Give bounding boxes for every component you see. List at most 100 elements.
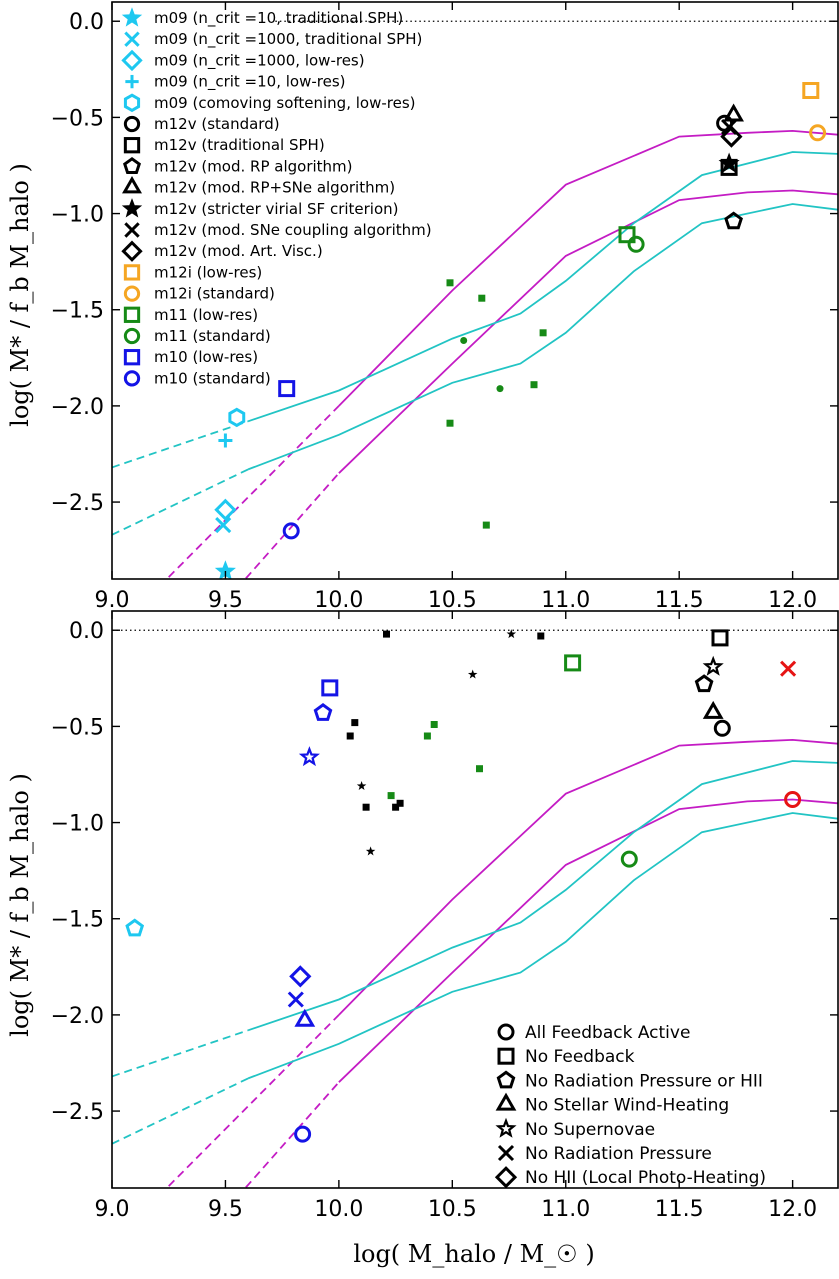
top-legend-label: m09 (n_crit =1000, traditional SPH) — [154, 30, 422, 49]
top-data-point-13 — [802, 82, 820, 99]
top-data-point-2 — [215, 517, 232, 534]
bottom-data-point-3 — [313, 703, 333, 721]
bottom-legend-marker — [494, 1166, 518, 1189]
top-legend-marker — [123, 327, 141, 345]
bottom-curve-4 — [247, 812, 838, 1080]
bottom-data-point-26 — [467, 669, 478, 679]
top-legend-label: m12v (mod. RP algorithm) — [154, 157, 353, 175]
top-y-tick-label: −1.0 — [51, 203, 104, 228]
bottom-axes-frame — [111, 610, 839, 1189]
top-legend-marker — [123, 156, 141, 175]
top-x-tick-label: 12.0 — [768, 588, 817, 613]
bottom-legend-marker — [495, 1092, 517, 1111]
top-curve-1 — [338, 129, 838, 407]
bottom-x-tick-label: 11.0 — [541, 1197, 590, 1222]
bottom-data-point-7 — [294, 1008, 316, 1027]
bottom-x-tick-label: 12.0 — [768, 1197, 817, 1222]
top-data-point-22 — [530, 381, 538, 389]
bottom-x-tick-label: 9.0 — [95, 1197, 130, 1222]
top-x-tick-label: 9.5 — [208, 588, 243, 613]
bottom-data-point-30 — [423, 732, 431, 740]
top-legend-marker — [123, 370, 141, 387]
top-data-point-15 — [618, 226, 636, 244]
bottom-legend-label: No HII (Local Photo-Heating) — [525, 1168, 766, 1188]
bottom-data-point-31 — [476, 765, 483, 773]
bottom-y-tick-label: −1.5 — [51, 908, 104, 933]
bottom-data-point-29 — [430, 721, 438, 728]
bottom-legend-label: No Stellar Wind-Heating — [525, 1096, 729, 1116]
bottom-data-point-8 — [294, 1125, 312, 1143]
top-data-point-18 — [282, 522, 300, 540]
bottom-data-point-14 — [702, 700, 724, 719]
top-curve-2 — [338, 189, 838, 474]
top-curve-2-extrapolated — [244, 472, 340, 579]
top-legend-marker — [123, 285, 141, 302]
bottom-legend-label: No Supernovae — [525, 1120, 655, 1140]
top-legend-marker — [123, 264, 141, 281]
top-legend-label: m10 (low-res) — [154, 348, 258, 366]
top-legend-label: m09 (n_crit =1000, low-res) — [154, 51, 365, 70]
top-data-point-23 — [446, 419, 454, 427]
bottom-data-point-24 — [396, 799, 404, 807]
bottom-x-tick-label: 10.5 — [428, 1197, 477, 1222]
bottom-data-point-17 — [784, 791, 802, 808]
top-data-point-10 — [718, 152, 740, 173]
top-curve-3-extrapolated — [112, 420, 249, 469]
top-legend-label: m09 (comoving softening, low-res) — [154, 94, 416, 112]
top-data-point-14 — [809, 124, 827, 142]
top-x-tick-label: 10.0 — [314, 588, 363, 613]
top-x-tick-label: 11.0 — [541, 588, 590, 613]
bottom-data-point-11 — [711, 629, 729, 647]
bottom-data-point-32 — [387, 792, 395, 800]
bottom-data-point-22 — [362, 803, 370, 811]
top-legend-label: m12i (standard) — [154, 285, 275, 303]
bottom-data-point-4 — [298, 746, 320, 767]
top-data-point-8 — [724, 211, 743, 230]
top-legend: m09 (n_crit =10, traditional SPH) m09 (n_… — [121, 7, 432, 387]
top-legend-marker — [121, 7, 143, 27]
top-legend-marker — [123, 115, 141, 133]
bottom-curve-2-extrapolated — [244, 1081, 340, 1188]
bottom-legend-label: No Radiation Pressure or HII — [525, 1071, 763, 1091]
top-y-tick-label: 0.0 — [69, 10, 104, 35]
top-y-tick-label: −0.5 — [51, 106, 104, 131]
bottom-data-point-20 — [351, 719, 359, 727]
bottom-legend-marker — [497, 1023, 515, 1041]
bottom-x-tick-label: 11.5 — [655, 1197, 704, 1222]
bottom-legend-label: No Radiation Pressure — [525, 1144, 712, 1164]
top-axes-frame — [111, 1, 839, 580]
bottom-curve-1 — [338, 738, 838, 1016]
top-curve-4 — [247, 203, 838, 471]
bottom-data-point-27 — [356, 781, 367, 791]
bottom-y-tick-label: −2.0 — [51, 1004, 104, 1029]
top-legend-label: m12v (mod. Art. Visc.) — [154, 242, 323, 260]
top-legend-marker — [123, 349, 141, 366]
bottom-y-tick-label: 0.0 — [69, 619, 104, 644]
top-plot-area — [112, 20, 838, 579]
bottom-plot-area — [112, 629, 838, 1188]
top-legend-marker — [123, 306, 141, 323]
bottom-legend-marker — [497, 1144, 515, 1162]
top-data-point-25 — [460, 337, 468, 344]
bottom-y-tick-label: −0.5 — [51, 715, 104, 740]
top-legend-label: m12i (low-res) — [154, 263, 262, 281]
top-legend-label: m12v (mod. SNe coupling algorithm) — [154, 221, 432, 239]
top-data-point-16 — [627, 235, 645, 253]
bottom-data-point-18 — [383, 630, 390, 638]
bottom-legend: All Feedback Active No Feedback No Radiati… — [494, 1023, 766, 1189]
bottom-data-point-21 — [346, 732, 354, 740]
bottom-data-point-13 — [694, 674, 714, 693]
top-legend-label: m12v (stricter virial SF criterion) — [154, 200, 399, 218]
top-data-point-24 — [482, 521, 490, 529]
top-legend-label: m12v (traditional SPH) — [154, 136, 325, 154]
top-y-tick-label: −1.5 — [51, 299, 104, 324]
top-legend-marker — [121, 49, 143, 72]
bottom-legend-marker — [496, 1070, 516, 1089]
x-axis-label: log( M_halo / M_☉ ) — [353, 1240, 594, 1268]
top-x-tick-label: 11.5 — [655, 588, 704, 613]
top-legend-label: m09 (n_crit =10, traditional SPH) — [154, 9, 403, 28]
top-data-point-17 — [278, 380, 296, 398]
bottom-legend-label: All Feedback Active — [525, 1023, 690, 1043]
bottom-curve-1-extrapolated — [168, 1014, 340, 1187]
bottom-y-tick-label: −1.0 — [51, 812, 104, 837]
